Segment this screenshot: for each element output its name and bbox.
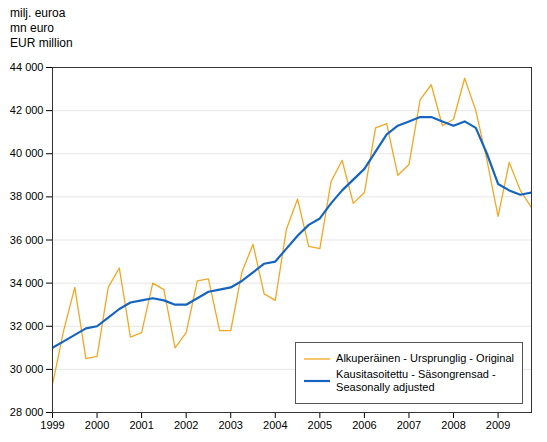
svg-text:2002: 2002 (174, 419, 198, 431)
svg-text:1999: 1999 (40, 419, 64, 431)
svg-text:2008: 2008 (441, 419, 465, 431)
svg-text:32 000: 32 000 (10, 320, 44, 332)
svg-text:34 000: 34 000 (10, 277, 44, 289)
svg-text:38 000: 38 000 (10, 190, 44, 202)
svg-text:40 000: 40 000 (10, 147, 44, 159)
svg-text:2005: 2005 (308, 419, 332, 431)
svg-text:2003: 2003 (218, 419, 242, 431)
svg-text:2007: 2007 (397, 419, 421, 431)
svg-text:28 000: 28 000 (10, 406, 44, 418)
svg-text:2009: 2009 (486, 419, 510, 431)
svg-text:44 000: 44 000 (10, 61, 44, 73)
svg-text:36 000: 36 000 (10, 234, 44, 246)
html-text:Alkuperäinen - Ursprunglig - O: Alkuperäinen - Ursprunglig - Original (336, 352, 514, 364)
svg-text:30 000: 30 000 (10, 363, 44, 375)
svg-text:2001: 2001 (129, 419, 153, 431)
html-text:Kausitasoitettu - Säsongrensad: Kausitasoitettu - Säsongrensad - Seasona… (336, 368, 496, 393)
svg-text:2004: 2004 (263, 419, 287, 431)
svg-text:2006: 2006 (352, 419, 376, 431)
svg-text:42 000: 42 000 (10, 104, 44, 116)
html-text:milj. euroa mn euro EUR millio: milj. euroa mn euro EUR million (10, 6, 73, 50)
svg-text:2000: 2000 (85, 419, 109, 431)
